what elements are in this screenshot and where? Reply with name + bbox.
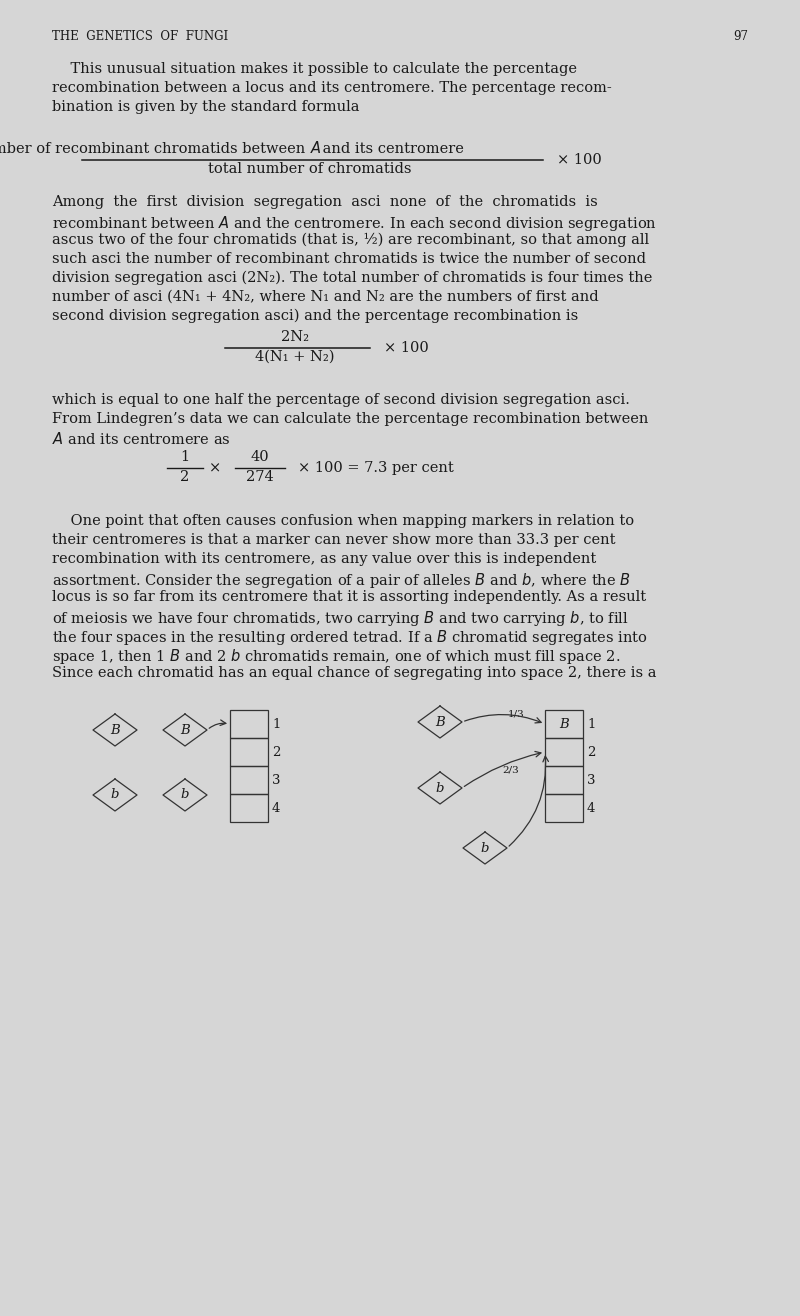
Text: recombination between a locus and its centromere. The percentage recom-: recombination between a locus and its ce… <box>52 82 612 95</box>
Text: 2N₂: 2N₂ <box>281 330 309 343</box>
Text: assortment. Consider the segregation of a pair of alleles $B$ and $b$, where the: assortment. Consider the segregation of … <box>52 571 631 590</box>
Text: b: b <box>436 782 444 795</box>
Text: This unusual situation makes it possible to calculate the percentage: This unusual situation makes it possible… <box>52 62 577 76</box>
Text: second division segregation asci) and the percentage recombination is: second division segregation asci) and th… <box>52 309 578 324</box>
Bar <box>545 711 583 738</box>
Text: bination is given by the standard formula: bination is given by the standard formul… <box>52 100 359 114</box>
Bar <box>230 711 268 738</box>
Text: number of recombinant chromatids between: number of recombinant chromatids between <box>0 142 310 157</box>
Text: × 100: × 100 <box>557 153 602 167</box>
Text: 2: 2 <box>587 745 595 758</box>
Text: recombination with its centromere, as any value over this is independent: recombination with its centromere, as an… <box>52 551 596 566</box>
Text: b: b <box>110 788 119 801</box>
Text: b: b <box>481 841 490 854</box>
Text: $A$ and its centromere as: $A$ and its centromere as <box>52 432 230 447</box>
Text: 2: 2 <box>180 470 190 484</box>
Text: 3: 3 <box>587 774 595 787</box>
Bar <box>545 738 583 766</box>
Text: b: b <box>181 788 190 801</box>
Text: Among  the  first  division  segregation  asci  none  of  the  chromatids  is: Among the first division segregation asc… <box>52 195 598 209</box>
Text: Since each chromatid has an equal chance of segregating into space 2, there is a: Since each chromatid has an equal chance… <box>52 666 657 680</box>
Text: B: B <box>435 716 445 729</box>
Text: of meiosis we have four chromatids, two carrying $B$ and two carrying $b$, to fi: of meiosis we have four chromatids, two … <box>52 609 629 628</box>
Text: 1: 1 <box>587 717 595 730</box>
Text: From Lindegren’s data we can calculate the percentage recombination between: From Lindegren’s data we can calculate t… <box>52 412 648 426</box>
Bar <box>230 766 268 794</box>
Text: THE  GENETICS  OF  FUNGI: THE GENETICS OF FUNGI <box>52 30 228 43</box>
Text: 97: 97 <box>733 30 748 43</box>
Text: $A$: $A$ <box>310 139 322 157</box>
Bar <box>545 766 583 794</box>
Text: recombinant between $A$ and the centromere. In each second division segregation: recombinant between $A$ and the centrome… <box>52 215 657 233</box>
Text: division segregation asci (2N₂). The total number of chromatids is four times th: division segregation asci (2N₂). The tot… <box>52 271 652 286</box>
Bar <box>230 794 268 822</box>
Text: the four spaces in the resulting ordered tetrad. If a $B$ chromatid segregates i: the four spaces in the resulting ordered… <box>52 628 648 647</box>
Text: 2/3: 2/3 <box>502 766 518 775</box>
Text: ×: × <box>209 461 221 475</box>
Text: 4(N₁ + N₂): 4(N₁ + N₂) <box>255 350 334 365</box>
Text: space 1, then 1 $B$ and 2 $b$ chromatids remain, one of which must fill space 2.: space 1, then 1 $B$ and 2 $b$ chromatids… <box>52 647 620 666</box>
Text: ascus two of the four chromatids (that is, ½) are recombinant, so that among all: ascus two of the four chromatids (that i… <box>52 233 649 247</box>
Text: which is equal to one half the percentage of second division segregation asci.: which is equal to one half the percentag… <box>52 393 630 407</box>
Text: such asci the number of recombinant chromatids is twice the number of second: such asci the number of recombinant chro… <box>52 251 646 266</box>
Text: 4: 4 <box>587 801 595 815</box>
Text: B: B <box>180 724 190 737</box>
Text: 1/3: 1/3 <box>508 709 525 719</box>
Text: total number of chromatids: total number of chromatids <box>208 162 412 176</box>
Text: 274: 274 <box>246 470 274 484</box>
Text: B: B <box>559 717 569 730</box>
Text: × 100: × 100 <box>384 341 429 355</box>
Text: their centromeres is that a marker can never show more than 33.3 per cent: their centromeres is that a marker can n… <box>52 533 615 547</box>
Text: 3: 3 <box>272 774 281 787</box>
Text: × 100 = 7.3 per cent: × 100 = 7.3 per cent <box>298 461 454 475</box>
Text: 1: 1 <box>181 450 190 465</box>
Bar <box>545 794 583 822</box>
Text: 40: 40 <box>250 450 270 465</box>
Text: locus is so far from its centromere that it is assorting independently. As a res: locus is so far from its centromere that… <box>52 590 646 604</box>
Text: 1: 1 <box>272 717 280 730</box>
Text: 4: 4 <box>272 801 280 815</box>
Text: and its centromere: and its centromere <box>318 142 464 157</box>
Bar <box>230 738 268 766</box>
Text: One point that often causes confusion when mapping markers in relation to: One point that often causes confusion wh… <box>52 515 634 528</box>
Text: number of asci (4N₁ + 4N₂, where N₁ and N₂ are the numbers of first and: number of asci (4N₁ + 4N₂, where N₁ and … <box>52 290 598 304</box>
Text: B: B <box>110 724 120 737</box>
Text: 2: 2 <box>272 745 280 758</box>
